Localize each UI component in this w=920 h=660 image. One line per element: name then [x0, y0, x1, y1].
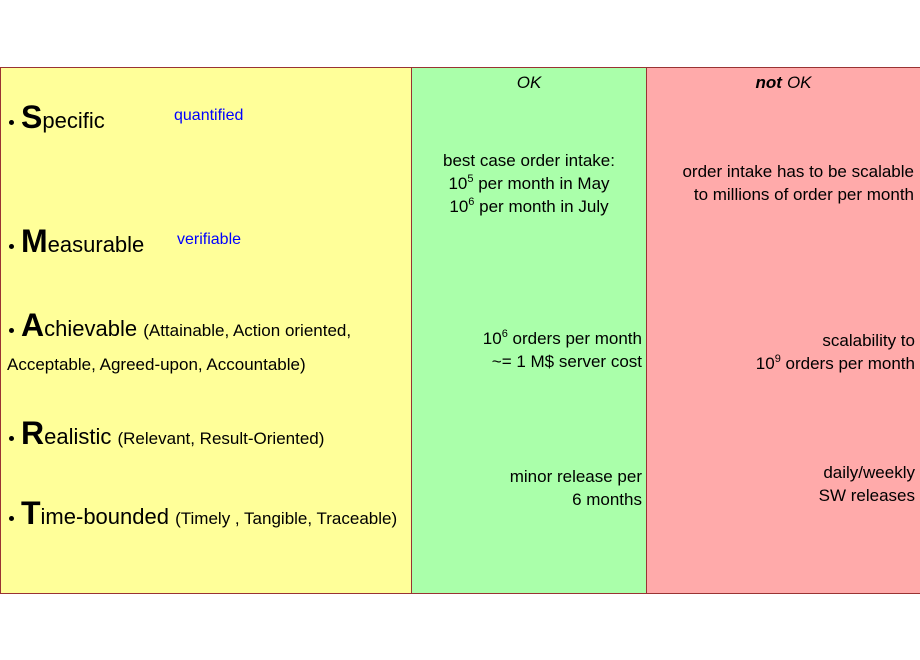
- criterion: ealistic: [44, 424, 112, 449]
- ok-column: OK best case order intake: 105 per month …: [411, 67, 647, 594]
- power-base: 10: [449, 197, 469, 216]
- power-base: 10: [482, 329, 502, 348]
- power-exponent: 9: [774, 353, 781, 365]
- cell-line: to millions of order per month: [693, 185, 914, 204]
- power-base: 10: [755, 354, 775, 373]
- smart-column: Specific quantified Measurable verifiable Ac…: [0, 67, 412, 594]
- header-text: OK: [516, 73, 542, 92]
- line-text: orders per month: [507, 329, 642, 348]
- cell: scalability to 109 orders per month: [649, 329, 915, 375]
- header-emphasis: not: [755, 73, 782, 92]
- initial-letter: M: [21, 223, 48, 259]
- initial-letter: T: [21, 495, 41, 531]
- power-exponent: 6: [468, 196, 475, 208]
- ok-header: OK: [412, 73, 646, 93]
- criterion-detail: (Relevant, Result-Oriented): [117, 429, 325, 448]
- cell-line: 106 per month in July: [416, 195, 642, 218]
- cell: best case order intake: 105 per month in …: [416, 149, 642, 218]
- power-exponent: 6: [501, 328, 508, 340]
- cell-line: best case order intake:: [443, 151, 615, 170]
- cell-line: ~= 1 M$ server cost: [491, 352, 642, 371]
- cell: 106 orders per month ~= 1 M$ server cost: [416, 327, 642, 373]
- bullet: [9, 435, 14, 441]
- cell-line: 105 per month in May: [416, 172, 642, 195]
- smart-item: Specific: [7, 101, 402, 137]
- criterion: ime-bounded: [40, 504, 169, 529]
- smart-item: Realistic (Relevant, Result-Oriented): [7, 417, 402, 455]
- cell-line: 6 months: [572, 490, 642, 509]
- bullet: [9, 327, 14, 333]
- smart-item: Measurable: [7, 225, 402, 261]
- cell-line: daily/weekly: [823, 463, 915, 482]
- not-ok-column: not OK order intake has to be scalable to …: [646, 67, 920, 594]
- criterion: chievable: [44, 316, 138, 341]
- criterion-detail: (Attainable, Action oriented, Acceptable…: [7, 321, 352, 374]
- initial-letter: R: [21, 415, 45, 451]
- criterion: easurable: [47, 232, 145, 257]
- criterion-note: quantified: [174, 107, 244, 124]
- line-text: per month in July: [474, 197, 609, 216]
- criterion: pecific: [42, 108, 105, 133]
- line-text: orders per month: [780, 354, 915, 373]
- criterion-detail: (Timely , Tangible, Traceable): [175, 509, 398, 528]
- cell: daily/weekly SW releases: [649, 461, 915, 507]
- bullet: [9, 515, 14, 521]
- bullet: [9, 243, 14, 249]
- line-text: per month in May: [473, 174, 610, 193]
- cell-line: scalability to: [822, 331, 915, 350]
- initial-letter: S: [21, 99, 43, 135]
- not-ok-header: not OK: [647, 73, 920, 93]
- header-text: OK: [786, 73, 812, 92]
- cell-line: minor release per: [509, 467, 642, 486]
- smart-item: Time-bounded (Timely , Tangible, Traceab…: [7, 497, 402, 535]
- cell: order intake has to be scalable to millio…: [649, 160, 914, 206]
- power-base: 10: [448, 174, 468, 193]
- cell-line: 109 orders per month: [649, 352, 915, 375]
- power-exponent: 5: [467, 173, 474, 185]
- initial-letter: A: [21, 307, 45, 343]
- smart-item: Achievable (Attainable, Action oriented,…: [7, 309, 402, 381]
- cell-line: 106 orders per month: [416, 327, 642, 350]
- bullet: [9, 119, 14, 125]
- cell-line: order intake has to be scalable: [682, 162, 914, 181]
- cell: minor release per 6 months: [416, 465, 642, 511]
- cell-line: SW releases: [818, 486, 915, 505]
- criterion-note: verifiable: [177, 231, 242, 248]
